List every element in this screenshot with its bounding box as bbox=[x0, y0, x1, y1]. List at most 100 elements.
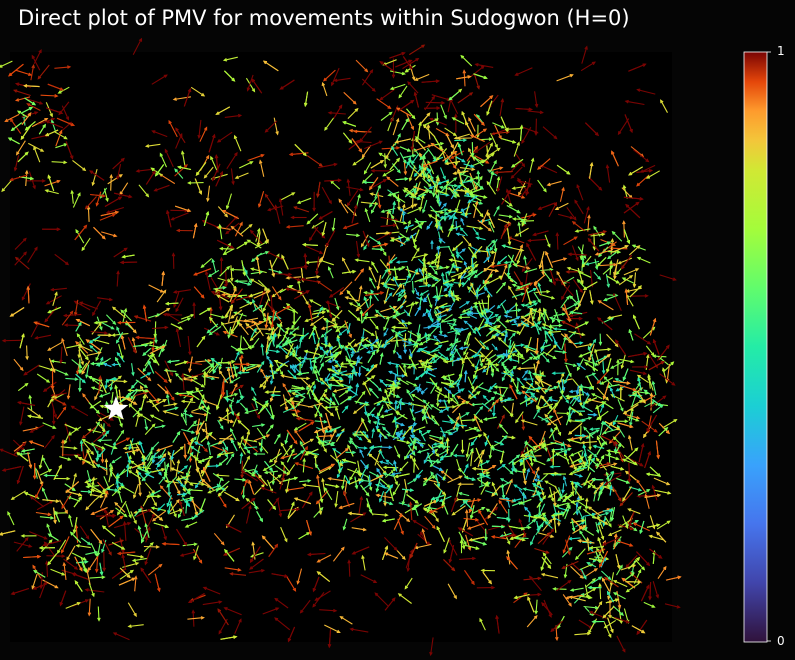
pmv-arrow-head bbox=[646, 353, 650, 359]
pmv-arrow-head bbox=[636, 415, 641, 420]
pmv-arrow-head bbox=[14, 256, 19, 261]
pmv-arrow bbox=[626, 294, 634, 307]
pmv-arrow bbox=[169, 508, 183, 515]
pmv-arrow bbox=[542, 323, 555, 329]
pmv-arrow-head bbox=[251, 541, 255, 546]
pmv-arrow-head bbox=[443, 217, 447, 222]
pmv-arrow-head bbox=[161, 424, 166, 429]
pmv-arrow-head bbox=[164, 479, 169, 484]
pmv-arrow-head bbox=[549, 415, 554, 419]
pmv-arrow-head bbox=[415, 292, 419, 297]
pmv-arrow-head bbox=[478, 201, 484, 205]
pmv-arrow-head bbox=[608, 439, 613, 444]
pmv-arrow-head bbox=[237, 113, 243, 118]
pmv-arrow bbox=[300, 599, 311, 614]
pmv-arrow bbox=[654, 403, 668, 407]
pmv-arrow bbox=[87, 555, 99, 571]
pmv-arrow bbox=[226, 152, 238, 170]
pmv-arrow bbox=[447, 329, 459, 334]
pmv-arrow bbox=[543, 396, 552, 407]
pmv-arrow bbox=[79, 301, 98, 310]
pmv-arrow bbox=[524, 268, 538, 273]
pmv-arrow-head bbox=[516, 141, 520, 146]
pmv-arrow bbox=[190, 372, 206, 378]
pmv-arrow bbox=[510, 370, 513, 383]
pmv-arrow bbox=[460, 227, 468, 237]
pmv-arrow-head bbox=[427, 283, 432, 288]
pmv-arrow-head bbox=[256, 227, 261, 232]
pmv-arrow bbox=[489, 238, 498, 251]
pmv-arrow bbox=[443, 285, 451, 292]
pmv-arrow bbox=[644, 401, 655, 408]
pmv-arrow bbox=[306, 386, 312, 400]
pmv-arrow-head bbox=[322, 317, 327, 322]
pmv-arrow-head bbox=[383, 409, 389, 413]
pmv-arrow bbox=[143, 545, 159, 548]
pmv-arrow-head bbox=[496, 305, 501, 309]
pmv-arrow-head bbox=[491, 481, 496, 486]
pmv-arrow-head bbox=[95, 202, 100, 207]
pmv-arrow-head bbox=[128, 465, 133, 470]
pmv-arrow bbox=[335, 448, 349, 459]
pmv-arrow-head bbox=[316, 474, 320, 479]
pmv-arrow bbox=[258, 442, 269, 454]
pmv-arrow-head bbox=[461, 309, 466, 313]
pmv-arrow bbox=[341, 475, 346, 489]
pmv-arrow-head bbox=[546, 289, 551, 294]
pmv-arrow bbox=[195, 445, 201, 461]
pmv-arrow bbox=[74, 299, 79, 316]
pmv-arrow-head bbox=[510, 369, 514, 374]
pmv-arrow bbox=[106, 206, 124, 214]
pmv-arrow bbox=[573, 342, 583, 345]
pmv-arrow-head bbox=[474, 145, 479, 150]
pmv-arrow bbox=[474, 155, 489, 164]
pmv-arrow-head bbox=[463, 260, 468, 265]
pmv-arrow-head bbox=[613, 462, 618, 467]
pmv-arrow-head bbox=[468, 117, 472, 122]
pmv-arrow-head bbox=[47, 347, 52, 351]
pmv-arrow bbox=[438, 400, 447, 402]
pmv-arrow-head bbox=[613, 275, 617, 280]
pmv-arrow bbox=[528, 238, 548, 242]
pmv-arrow bbox=[247, 239, 262, 249]
pmv-arrow bbox=[66, 344, 82, 349]
pmv-arrow bbox=[114, 437, 130, 446]
pmv-arrow-head bbox=[105, 430, 110, 435]
pmv-arrow-head bbox=[109, 173, 114, 179]
pmv-arrow bbox=[71, 552, 86, 561]
pmv-arrow-head bbox=[520, 343, 525, 347]
pmv-arrow-head bbox=[304, 445, 308, 450]
pmv-arrow-head bbox=[182, 488, 186, 493]
pmv-arrow bbox=[305, 275, 320, 279]
pmv-arrow-head bbox=[296, 200, 301, 204]
pmv-arrow-head bbox=[543, 518, 548, 522]
pmv-arrow bbox=[245, 77, 255, 92]
pmv-arrow-head bbox=[653, 428, 658, 433]
pmv-arrow-head bbox=[605, 164, 610, 169]
pmv-arrow-head bbox=[126, 437, 131, 441]
pmv-arrow bbox=[190, 482, 205, 485]
pmv-arrow-head bbox=[76, 453, 82, 457]
pmv-arrow-head bbox=[588, 446, 592, 451]
pmv-arrow-head bbox=[260, 343, 265, 348]
pmv-arrow bbox=[479, 355, 483, 367]
pmv-arrow-head bbox=[268, 327, 273, 332]
pmv-arrow-head bbox=[100, 459, 105, 464]
pmv-arrow bbox=[589, 270, 593, 287]
pmv-arrow-head bbox=[642, 371, 648, 376]
pmv-arrow-head bbox=[319, 250, 324, 254]
pmv-arrow bbox=[203, 400, 219, 407]
pmv-arrow bbox=[98, 411, 114, 421]
pmv-arrow-head bbox=[527, 238, 532, 243]
pmv-arrow-head bbox=[224, 280, 228, 285]
pmv-arrow-head bbox=[524, 369, 529, 374]
pmv-arrow bbox=[593, 271, 601, 280]
pmv-arrow-head bbox=[579, 341, 584, 345]
pmv-arrow bbox=[606, 165, 611, 183]
pmv-arrow-head bbox=[104, 490, 109, 495]
pmv-arrow bbox=[42, 579, 58, 589]
pmv-arrow bbox=[65, 423, 71, 442]
pmv-arrow-head bbox=[563, 335, 567, 341]
pmv-arrow bbox=[241, 456, 250, 472]
pmv-arrow bbox=[204, 166, 214, 179]
